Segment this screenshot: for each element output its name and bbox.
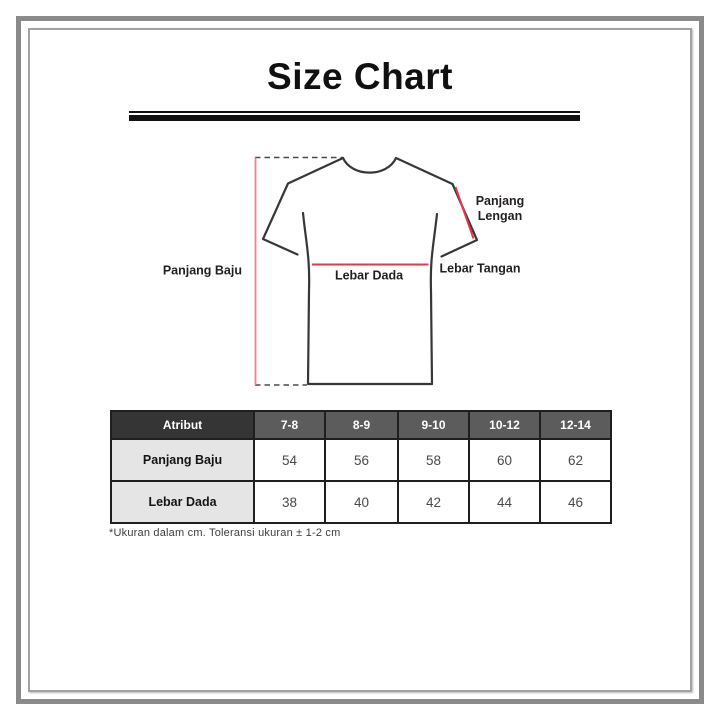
cell-lebar-dada-8-9: 40: [324, 480, 399, 524]
page-title: Size Chart: [267, 56, 453, 97]
title-divider: [129, 111, 580, 121]
tshirt-left-sleeve: [261, 156, 345, 256]
tshirt-neck-right-sleeve: [341, 156, 479, 258]
column-header-7-8: 7-8: [253, 410, 326, 440]
cell-panjang-baju-12-14: 62: [539, 438, 612, 482]
measurement-footnote: *Ukuran dalam cm. Toleransi ukuran ± 1-2…: [109, 527, 341, 539]
panjang-baju-label: Panjang Baju: [163, 264, 242, 278]
panjang-lengan-label-line2: Lengan: [478, 209, 522, 223]
cell-panjang-baju-7-8: 54: [253, 438, 326, 482]
cell-lebar-dada-7-8: 38: [253, 480, 326, 524]
column-header-12-14: 12-14: [539, 410, 612, 440]
cell-lebar-dada-9-10: 42: [397, 480, 470, 524]
panjang-lengan-measure-line: [454, 186, 475, 239]
title-divider-thick-line: [129, 115, 580, 121]
tshirt-outline: [261, 156, 479, 386]
cell-lebar-dada-10-12: 44: [468, 480, 541, 524]
table-row-panjang-baju: Panjang Baju 54 56 58 60 62: [110, 438, 612, 482]
cell-panjang-baju-9-10: 58: [397, 438, 470, 482]
row-label-panjang-baju: Panjang Baju: [110, 438, 255, 482]
lebar-tangan-label: Lebar Tangan: [439, 262, 520, 276]
cell-panjang-baju-8-9: 56: [324, 438, 399, 482]
row-label-lebar-dada: Lebar Dada: [110, 480, 255, 524]
size-table: Atribut 7-8 8-9 9-10 10-12 12-14 Panjang…: [110, 410, 612, 524]
column-header-8-9: 8-9: [324, 410, 399, 440]
size-table-header-row: Atribut 7-8 8-9 9-10 10-12 12-14: [110, 410, 612, 440]
lebar-dada-label: Lebar Dada: [335, 269, 404, 283]
table-row-lebar-dada: Lebar Dada 38 40 42 44 46: [110, 480, 612, 524]
title-divider-thin-line: [129, 111, 580, 113]
column-header-9-10: 9-10: [397, 410, 470, 440]
column-header-10-12: 10-12: [468, 410, 541, 440]
column-header-atribut: Atribut: [110, 410, 255, 440]
tshirt-body: [301, 211, 439, 386]
cell-panjang-baju-10-12: 60: [468, 438, 541, 482]
cell-lebar-dada-12-14: 46: [539, 480, 612, 524]
panjang-lengan-label-line1: Panjang: [476, 194, 525, 208]
